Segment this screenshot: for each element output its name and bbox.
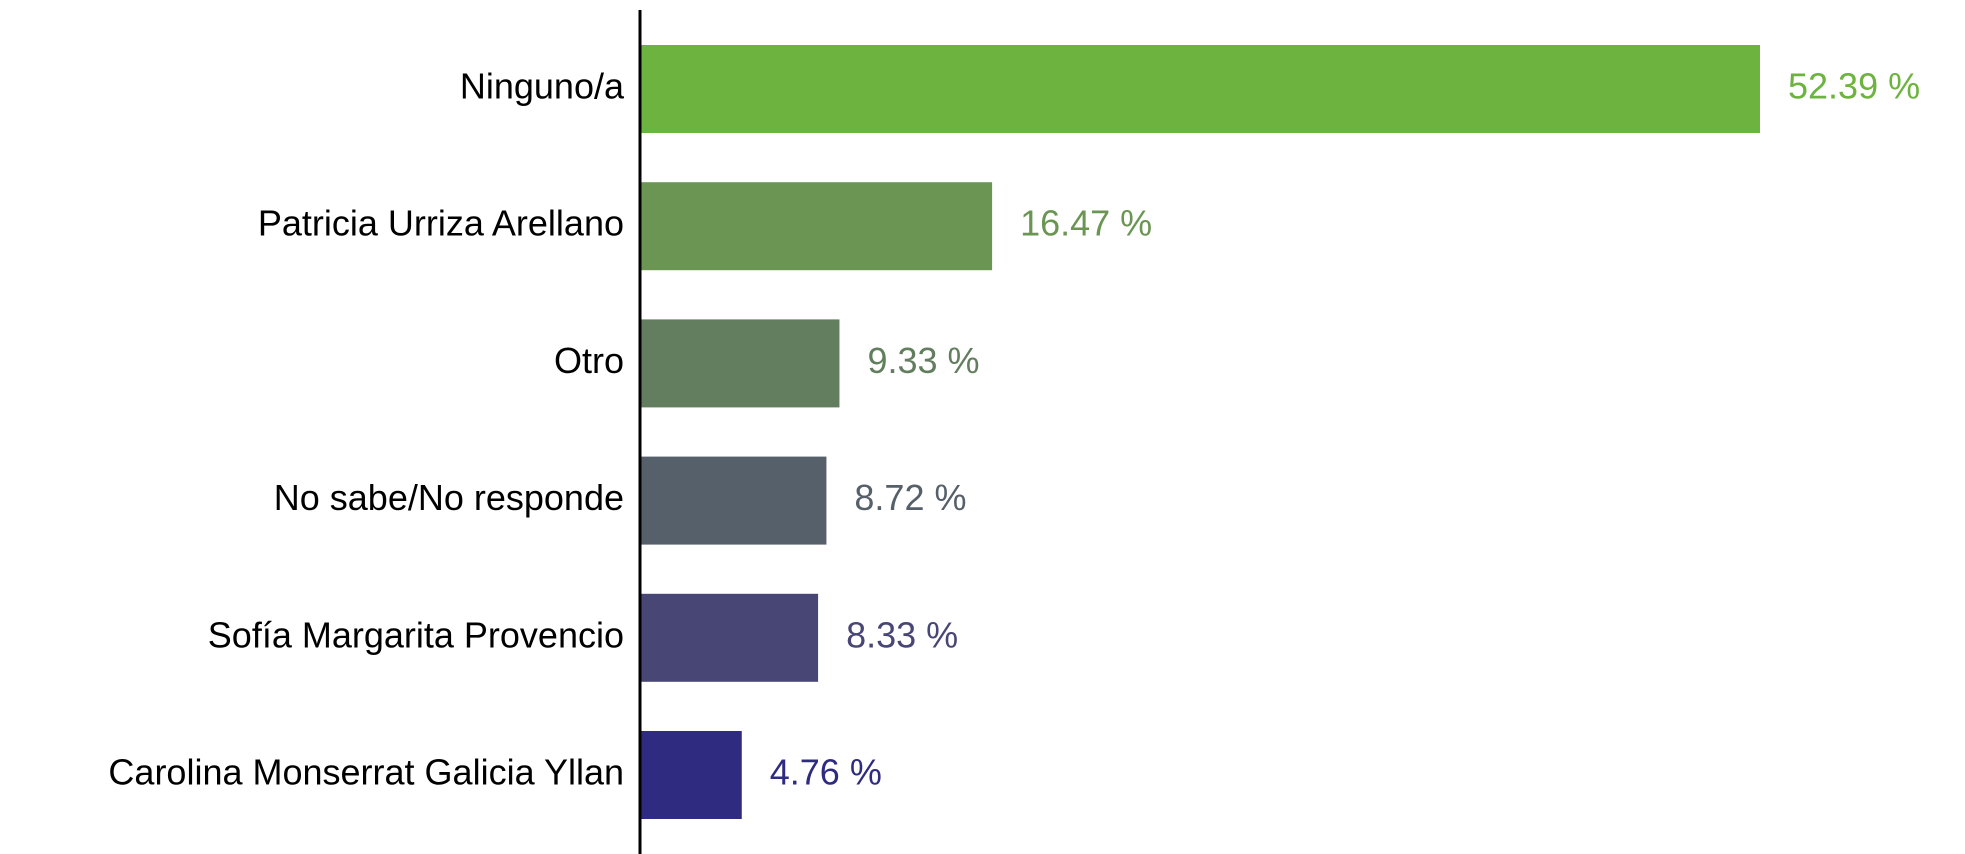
category-label: Patricia Urriza Arellano	[258, 203, 624, 244]
category-label: Ninguno/a	[460, 66, 625, 107]
value-label: 52.39 %	[1788, 66, 1920, 107]
bar	[640, 319, 840, 408]
bar	[640, 456, 827, 545]
bar	[640, 182, 993, 271]
bar	[640, 731, 742, 819]
category-label: Sofía Margarita Provencio	[208, 614, 624, 655]
category-label: Otro	[554, 340, 624, 381]
value-label: 8.72 %	[854, 477, 966, 518]
value-label: 4.76 %	[770, 752, 882, 793]
bar	[640, 593, 819, 682]
category-label: Carolina Monserrat Galicia Yllan	[108, 752, 624, 793]
value-label: 8.33 %	[846, 614, 958, 655]
value-label: 16.47 %	[1020, 203, 1152, 244]
value-label: 9.33 %	[867, 340, 979, 381]
bar	[640, 45, 1760, 133]
category-label: No sabe/No responde	[274, 477, 624, 518]
